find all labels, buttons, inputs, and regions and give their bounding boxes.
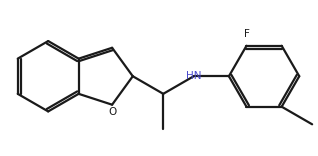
- Text: F: F: [244, 29, 249, 39]
- Text: HN: HN: [186, 71, 202, 81]
- Text: O: O: [109, 107, 117, 117]
